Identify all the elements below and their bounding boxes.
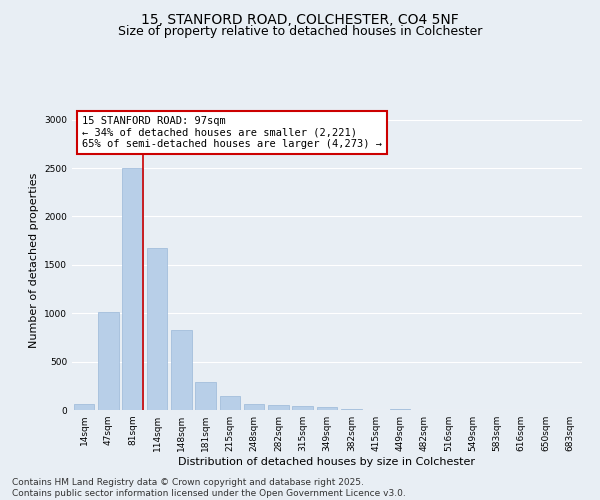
Bar: [292, 406, 313, 410]
Bar: [341, 409, 362, 410]
Text: 15, STANFORD ROAD, COLCHESTER, CO4 5NF: 15, STANFORD ROAD, COLCHESTER, CO4 5NF: [141, 12, 459, 26]
Text: Size of property relative to detached houses in Colchester: Size of property relative to detached ho…: [118, 25, 482, 38]
Bar: [389, 408, 410, 410]
Bar: [317, 407, 337, 410]
Bar: [195, 382, 216, 410]
Bar: [220, 396, 240, 410]
Bar: [146, 248, 167, 410]
Bar: [74, 404, 94, 410]
Text: 15 STANFORD ROAD: 97sqm
← 34% of detached houses are smaller (2,221)
65% of semi: 15 STANFORD ROAD: 97sqm ← 34% of detache…: [82, 116, 382, 149]
Bar: [122, 168, 143, 410]
Text: Contains HM Land Registry data © Crown copyright and database right 2025.
Contai: Contains HM Land Registry data © Crown c…: [12, 478, 406, 498]
Bar: [98, 312, 119, 410]
X-axis label: Distribution of detached houses by size in Colchester: Distribution of detached houses by size …: [179, 457, 476, 467]
Bar: [268, 404, 289, 410]
Bar: [171, 330, 191, 410]
Bar: [244, 404, 265, 410]
Y-axis label: Number of detached properties: Number of detached properties: [29, 172, 38, 348]
